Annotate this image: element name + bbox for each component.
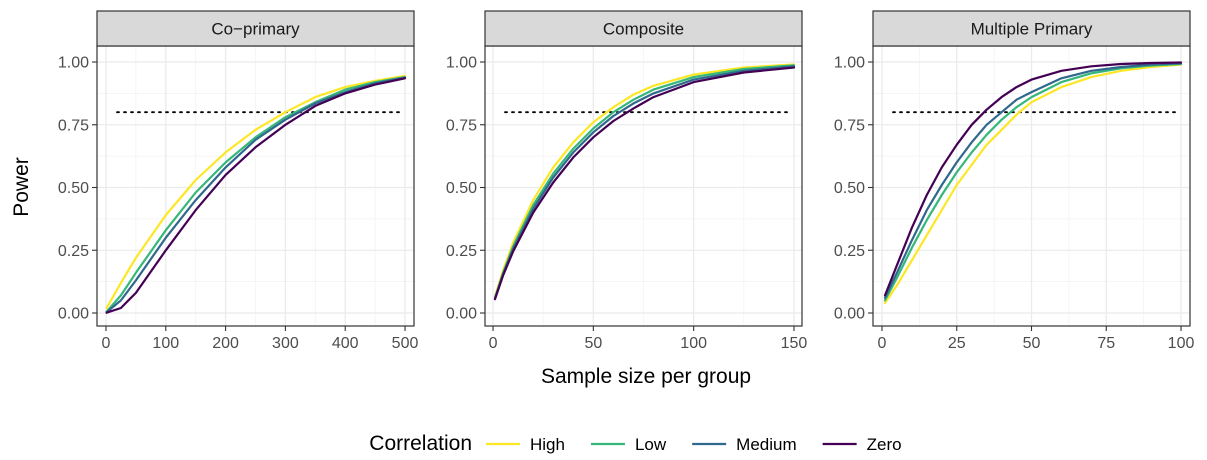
y-tick-label: 0.25 (58, 243, 89, 260)
legend-title: Correlation (369, 432, 472, 455)
series-line-high (493, 63, 796, 298)
y-tick-label: 0.00 (58, 306, 89, 323)
series-line-zero (493, 66, 796, 301)
series-line-high (105, 74, 407, 310)
y-tick-label: 0.75 (834, 117, 865, 134)
series-line-zero (883, 61, 1183, 297)
x-tick-label: 150 (781, 335, 808, 352)
y-tick-label: 1.00 (446, 55, 477, 72)
x-tick-label: 200 (212, 335, 239, 352)
x-tick-label: 75 (1097, 335, 1115, 352)
legend-item-medium: Medium (692, 435, 797, 454)
legend-label: Medium (736, 435, 796, 454)
x-axis-title: Sample size per group (541, 365, 751, 388)
panel-multiple-primary: Multiple Primary 0.00 0.25 0.50 0.75 1.00 0 25 5… (834, 10, 1195, 352)
facet-panels: Co−primary 0.00 0.25 0.50 0.75 1.00 0 100 200 300… (58, 10, 1195, 352)
x-tick-label: 0 (878, 335, 887, 352)
y-tick-label: 0.00 (834, 306, 865, 323)
strip-label: Composite (603, 20, 684, 39)
y-tick-label: 0.50 (834, 180, 865, 197)
strip-background (96, 10, 415, 47)
series-line-low (883, 62, 1183, 302)
panel-composite: Composite 0.00 0.25 0.50 0.75 1.00 0 50 100 150 (446, 10, 808, 352)
y-axis-title: Power (10, 157, 33, 217)
y-tick-label: 0.75 (58, 117, 89, 134)
x-tick-label: 25 (948, 335, 966, 352)
y-tick-label: 0.00 (446, 306, 477, 323)
legend-label: High (530, 435, 565, 454)
y-tick-label: 0.75 (446, 117, 477, 134)
legend-item-high: High (486, 435, 565, 454)
x-tick-label: 100 (152, 335, 179, 352)
x-tick-label: 400 (332, 335, 359, 352)
strip-label: Co−primary (211, 20, 300, 39)
y-tick-label: 0.50 (58, 180, 89, 197)
series-line-high (883, 63, 1183, 305)
x-tick-label: 0 (102, 335, 111, 352)
panel-co-primary: Co−primary 0.00 0.25 0.50 0.75 1.00 0 100 200 300… (58, 10, 419, 352)
strip-label: Multiple Primary (971, 20, 1093, 39)
y-tick-label: 1.00 (834, 55, 865, 72)
series-line-zero (105, 77, 407, 314)
legend-label: Zero (867, 435, 902, 454)
legend-label: Low (635, 435, 667, 454)
x-tick-label: 0 (489, 335, 498, 352)
strip-background (484, 10, 803, 47)
x-tick-label: 100 (1168, 335, 1195, 352)
y-tick-label: 0.25 (446, 243, 477, 260)
y-tick-label: 1.00 (58, 55, 89, 72)
legend-item-low: Low (590, 435, 667, 454)
strip-background (872, 10, 1191, 47)
x-tick-label: 50 (1023, 335, 1041, 352)
series-line-medium (105, 76, 407, 314)
y-tick-label: 0.50 (446, 180, 477, 197)
series-line-low (493, 64, 796, 299)
legend-item-zero: Zero (822, 435, 902, 454)
x-tick-label: 50 (584, 335, 602, 352)
series-line-medium (883, 62, 1183, 299)
x-tick-label: 500 (392, 335, 419, 352)
series-line-medium (493, 65, 796, 300)
legend: Correlation High Low Medium Zero (369, 432, 901, 455)
y-tick-label: 0.25 (834, 243, 865, 260)
series-line-low (105, 75, 407, 313)
x-tick-label: 300 (272, 335, 299, 352)
x-tick-label: 100 (680, 335, 707, 352)
